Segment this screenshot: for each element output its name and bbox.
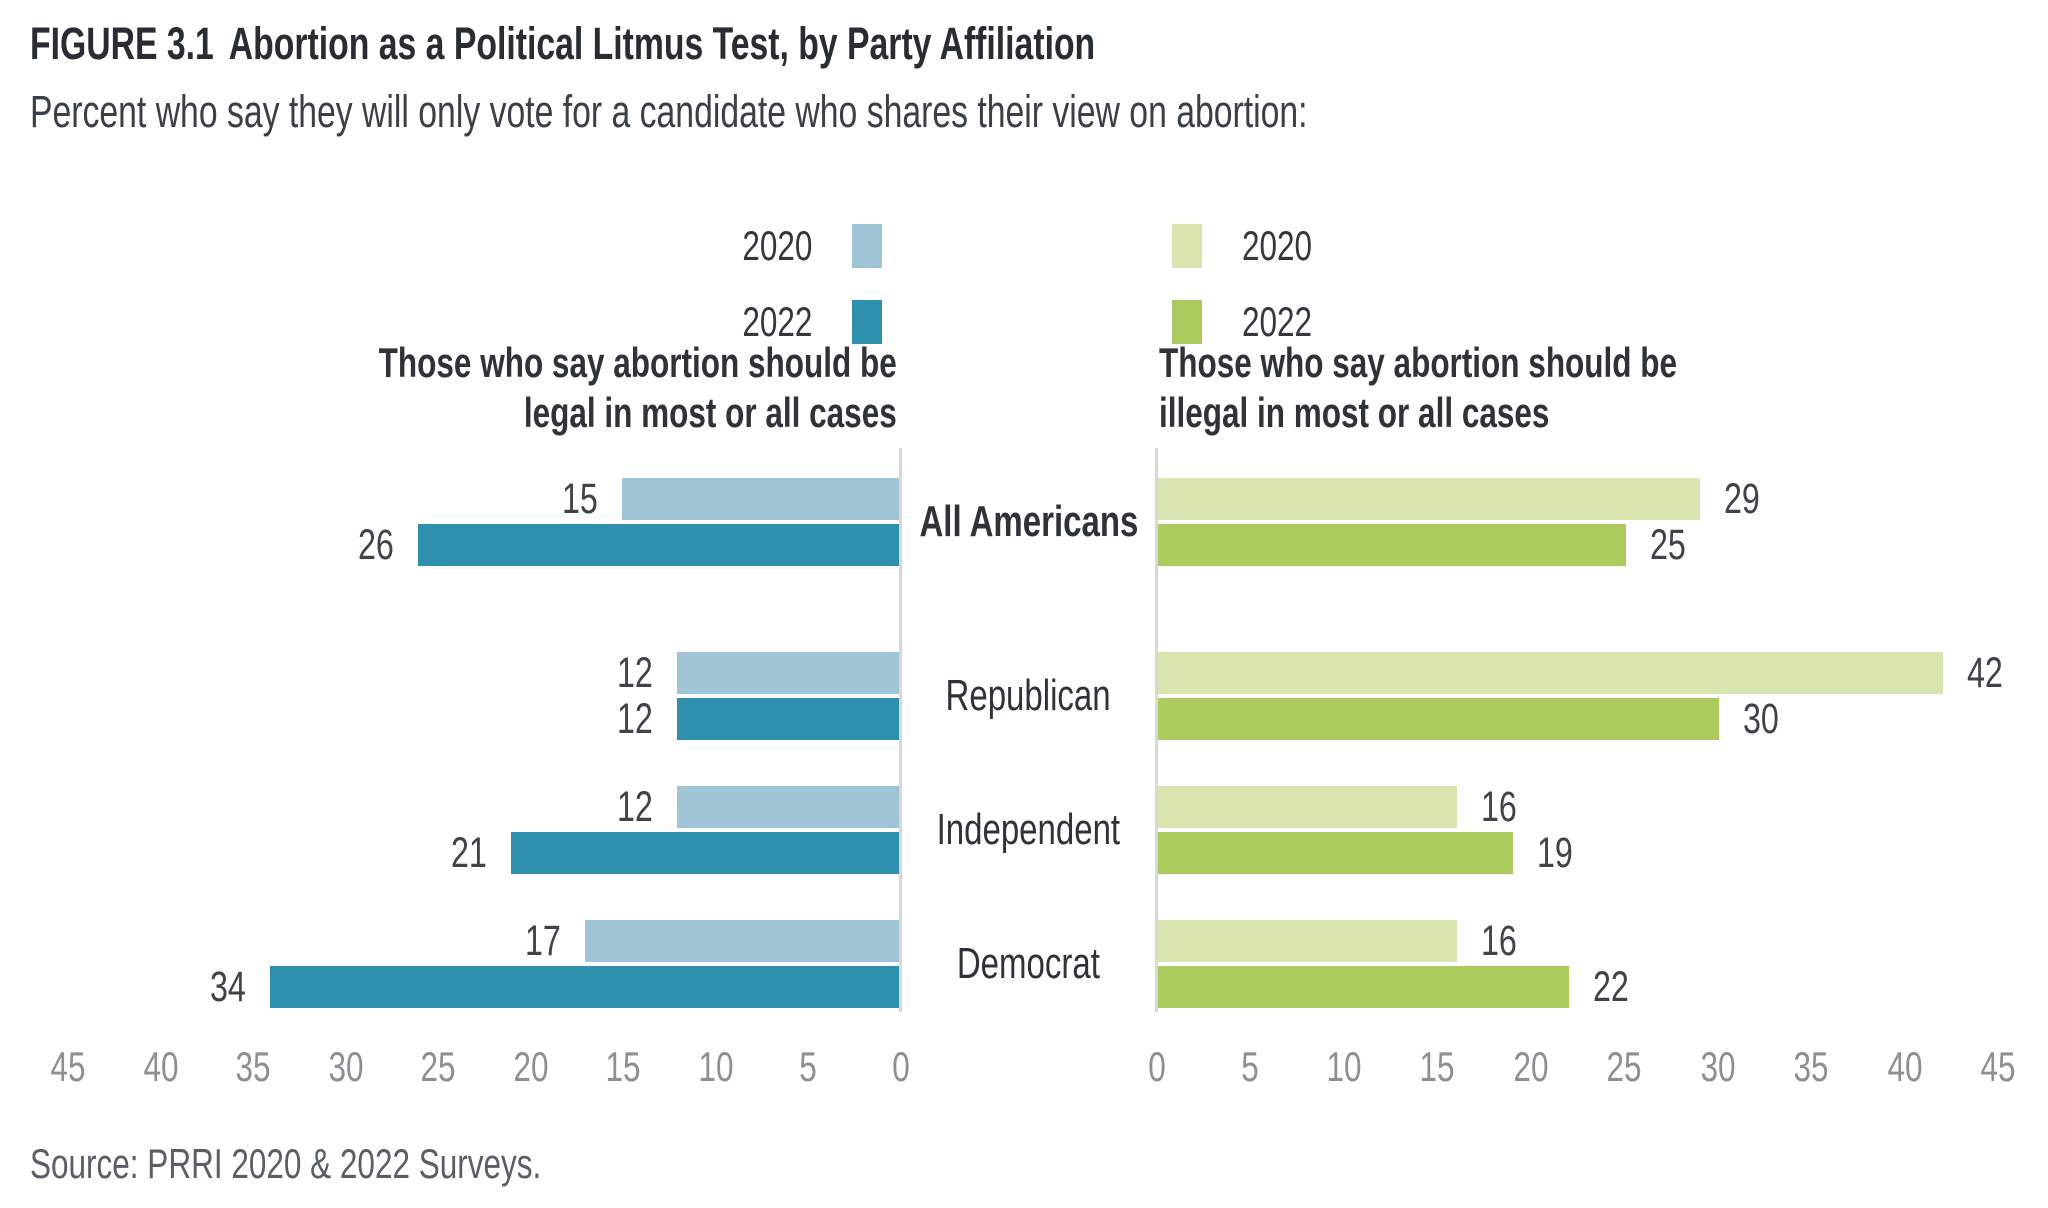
legend-legal: 2020 2022 <box>719 224 882 344</box>
zero-axis-line-legal <box>899 448 902 1012</box>
legend-item-illegal-2022: 2022 <box>1172 300 1335 344</box>
category-label-text: Independent <box>936 805 1121 854</box>
bar-legal-2022-democrat <box>270 966 899 1008</box>
panel-header-illegal: Those who say abortion should be illegal… <box>1159 338 1677 438</box>
panel-header-illegal-line1: Those who say abortion should be <box>1159 339 1678 386</box>
panel-header-legal: Those who say abortion should be legal i… <box>379 338 897 438</box>
panel-header-illegal-line2: illegal in most or all cases <box>1159 389 1550 436</box>
legend-swatch-illegal-2020 <box>1172 224 1202 268</box>
figure-subtitle: Percent who say they will only vote for … <box>30 86 1308 137</box>
bar-legal-2020-all-americans <box>621 478 899 520</box>
value-label-illegal-2022-all-americans: 25 <box>1649 521 1686 569</box>
bar-illegal-2020-independent <box>1158 786 1458 828</box>
axis-tick-legal-40: 40 <box>142 1043 179 1090</box>
category-label-independent: Independent <box>902 784 1155 876</box>
panel-header-legal-line2: legal in most or all cases <box>524 389 897 436</box>
value-label-illegal-2020-republican: 42 <box>1967 649 2004 697</box>
bar-legal-2020-democrat <box>584 920 899 962</box>
value-label-illegal-2022-democrat: 22 <box>1593 963 1630 1011</box>
legend-label-legal-2022: 2022 <box>741 298 812 345</box>
bar-legal-2022-all-americans <box>418 524 899 566</box>
axis-tick-illegal-40: 40 <box>1886 1043 1923 1090</box>
category-label-democrat: Democrat <box>902 918 1155 1010</box>
bar-illegal-2020-all-americans <box>1158 478 1701 520</box>
value-label-illegal-2020-democrat: 16 <box>1481 917 1518 965</box>
axis-tick-illegal-25: 25 <box>1606 1043 1642 1090</box>
axis-tick-legal-30: 30 <box>327 1043 364 1090</box>
bar-legal-2022-independent <box>510 832 899 874</box>
bar-illegal-2022-all-americans <box>1158 524 1626 566</box>
axis-tick-illegal-15: 15 <box>1419 1043 1455 1090</box>
axis-tick-illegal-45: 45 <box>1980 1043 2016 1090</box>
category-label-all-americans: All Americans <box>902 476 1155 568</box>
value-label-legal-2020-all-americans: 15 <box>561 475 598 523</box>
bar-illegal-2020-democrat <box>1158 920 1458 962</box>
legend-item-illegal-2020: 2020 <box>1172 224 1335 268</box>
axis-tick-legal-35: 35 <box>235 1043 271 1090</box>
legend-item-legal-2020: 2020 <box>719 224 882 268</box>
value-label-legal-2022-republican: 12 <box>617 695 653 743</box>
category-label-text: Democrat <box>956 939 1101 988</box>
axis-tick-illegal-10: 10 <box>1325 1043 1362 1090</box>
axis-tick-legal-45: 45 <box>50 1043 86 1090</box>
bar-illegal-2020-republican <box>1158 652 1944 694</box>
value-label-legal-2020-republican: 12 <box>617 649 653 697</box>
axis-tick-illegal-20: 20 <box>1512 1043 1549 1090</box>
bar-legal-2020-republican <box>677 652 899 694</box>
value-label-illegal-2022-independent: 19 <box>1537 829 1574 877</box>
figure-title-text: Abortion as a Political Litmus Test, by … <box>228 18 1096 69</box>
legend-label-illegal-2022: 2022 <box>1242 298 1313 345</box>
axis-tick-legal-10: 10 <box>697 1043 734 1090</box>
category-label-text: Republican <box>945 671 1112 720</box>
source-note: Source: PRRI 2020 & 2022 Surveys. <box>30 1140 542 1187</box>
legend-illegal: 2020 2022 <box>1172 224 1335 344</box>
value-label-legal-2022-all-americans: 26 <box>358 521 394 569</box>
axis-tick-illegal-35: 35 <box>1793 1043 1829 1090</box>
panel-header-legal-line1: Those who say abortion should be <box>378 339 897 386</box>
value-label-legal-2020-independent: 12 <box>617 783 653 831</box>
category-label-text: All Americans <box>919 497 1138 546</box>
value-label-illegal-2020-independent: 16 <box>1481 783 1518 831</box>
value-label-legal-2022-independent: 21 <box>450 829 487 877</box>
axis-tick-legal-15: 15 <box>605 1043 641 1090</box>
axis-tick-legal-5: 5 <box>799 1043 817 1090</box>
axis-tick-legal-0: 0 <box>891 1043 910 1090</box>
legend-swatch-legal-2020 <box>852 224 882 268</box>
legend-swatch-illegal-2022 <box>1172 300 1202 344</box>
bar-illegal-2022-republican <box>1158 698 1719 740</box>
value-label-legal-2022-democrat: 34 <box>210 963 246 1011</box>
legend-item-legal-2022: 2022 <box>719 300 882 344</box>
bar-illegal-2022-democrat <box>1158 966 1570 1008</box>
value-label-illegal-2022-republican: 30 <box>1743 695 1779 743</box>
bar-legal-2020-independent <box>677 786 899 828</box>
bar-illegal-2022-independent <box>1158 832 1514 874</box>
value-label-legal-2020-democrat: 17 <box>524 917 561 965</box>
zero-axis-line-illegal <box>1155 448 1158 1012</box>
axis-tick-legal-25: 25 <box>420 1043 456 1090</box>
axis-tick-illegal-0: 0 <box>1147 1043 1166 1090</box>
legend-label-legal-2020: 2020 <box>741 222 812 269</box>
figure-number-label: FIGURE 3.1 <box>30 18 214 69</box>
category-label-republican: Republican <box>902 650 1155 742</box>
value-label-illegal-2020-all-americans: 29 <box>1724 475 1761 523</box>
axis-tick-illegal-5: 5 <box>1241 1043 1259 1090</box>
axis-tick-illegal-30: 30 <box>1699 1043 1736 1090</box>
legend-label-illegal-2020: 2020 <box>1242 222 1313 269</box>
axis-tick-legal-20: 20 <box>512 1043 549 1090</box>
bar-legal-2022-republican <box>677 698 899 740</box>
figure-title: FIGURE 3.1 Abortion as a Political Litmus… <box>30 18 1450 70</box>
legend-swatch-legal-2022 <box>852 300 882 344</box>
